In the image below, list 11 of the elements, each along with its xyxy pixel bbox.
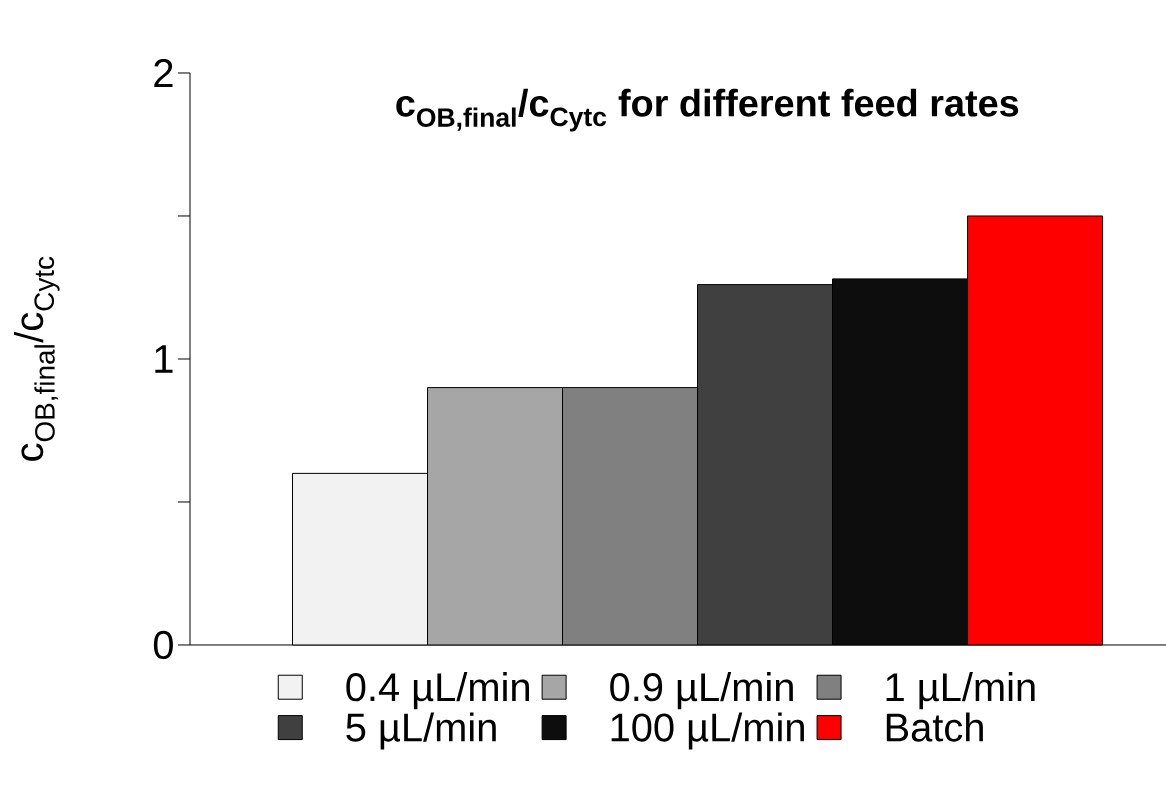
legend-label: 100 µL/min xyxy=(611,712,804,750)
legend-label: 0.4 µL/min xyxy=(346,672,529,710)
y-tick-label: 1 xyxy=(155,345,173,373)
y-axis-title: c$_{OB,final}$/c$_{Cytc}$ xyxy=(14,256,60,461)
legend-label: 0.9 µL/min xyxy=(610,672,793,710)
y-tick-label: 0 xyxy=(153,630,173,660)
y-tick-label: 2 xyxy=(154,59,173,87)
legend-label: Batch xyxy=(886,712,983,742)
chart-title: c$_{OB,final}$/c$_{Cytc}$ for different feed rates xyxy=(396,88,1019,132)
legend-label: 1 µL/min xyxy=(886,672,1035,710)
legend-label: 5 µL/min xyxy=(346,712,496,750)
